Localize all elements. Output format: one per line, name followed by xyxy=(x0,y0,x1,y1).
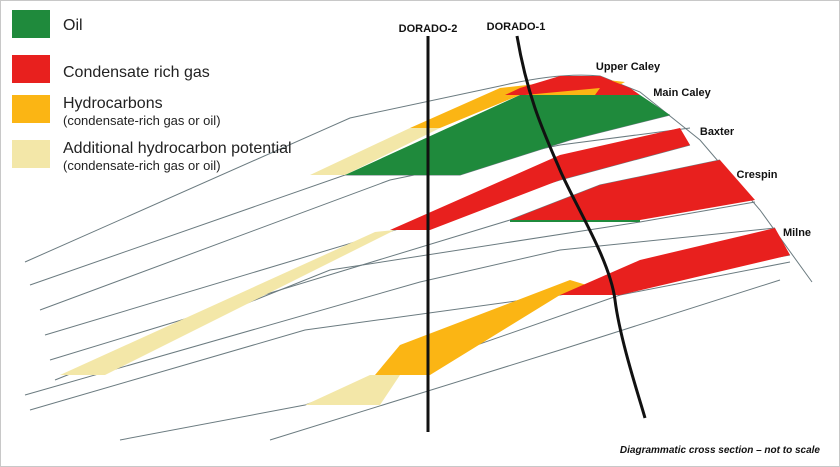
formation-label: Main Caley xyxy=(653,87,711,99)
milne-potential xyxy=(305,375,400,405)
legend-label: Condensate rich gas xyxy=(63,64,210,81)
legend: Oil Condensate rich gas Hydrocarbons (co… xyxy=(12,10,292,173)
well-label: DORADO-1 xyxy=(487,21,546,33)
well-dorado-1 xyxy=(515,35,647,419)
caley-gas xyxy=(505,76,640,95)
caley-potential xyxy=(310,128,440,175)
formation-label: Upper Caley xyxy=(596,61,661,73)
legend-note: (condensate-rich gas or oil) xyxy=(63,113,221,128)
legend-swatch xyxy=(12,140,50,168)
crespin-gas xyxy=(510,160,755,220)
footnote: Diagrammatic cross section – not to scal… xyxy=(620,445,821,456)
milne-gas xyxy=(560,228,790,295)
milne-hydrocarbons xyxy=(375,280,620,375)
caley-oil xyxy=(345,95,670,175)
formation-label: Milne xyxy=(783,227,811,239)
legend-label: Additional hydrocarbon potential xyxy=(63,140,292,157)
well-label: DORADO-2 xyxy=(399,23,458,35)
formation-label: Crespin xyxy=(737,169,778,181)
legend-swatch xyxy=(12,10,50,38)
legend-swatch xyxy=(12,95,50,123)
baxter-gas xyxy=(390,128,690,230)
legend-label: Hydrocarbons xyxy=(63,95,163,112)
baxter-potential xyxy=(60,230,395,375)
legend-label: Oil xyxy=(63,17,83,34)
legend-note: (condensate-rich gas or oil) xyxy=(63,158,221,173)
legend-swatch xyxy=(12,55,50,83)
formation-label: Baxter xyxy=(700,126,735,138)
